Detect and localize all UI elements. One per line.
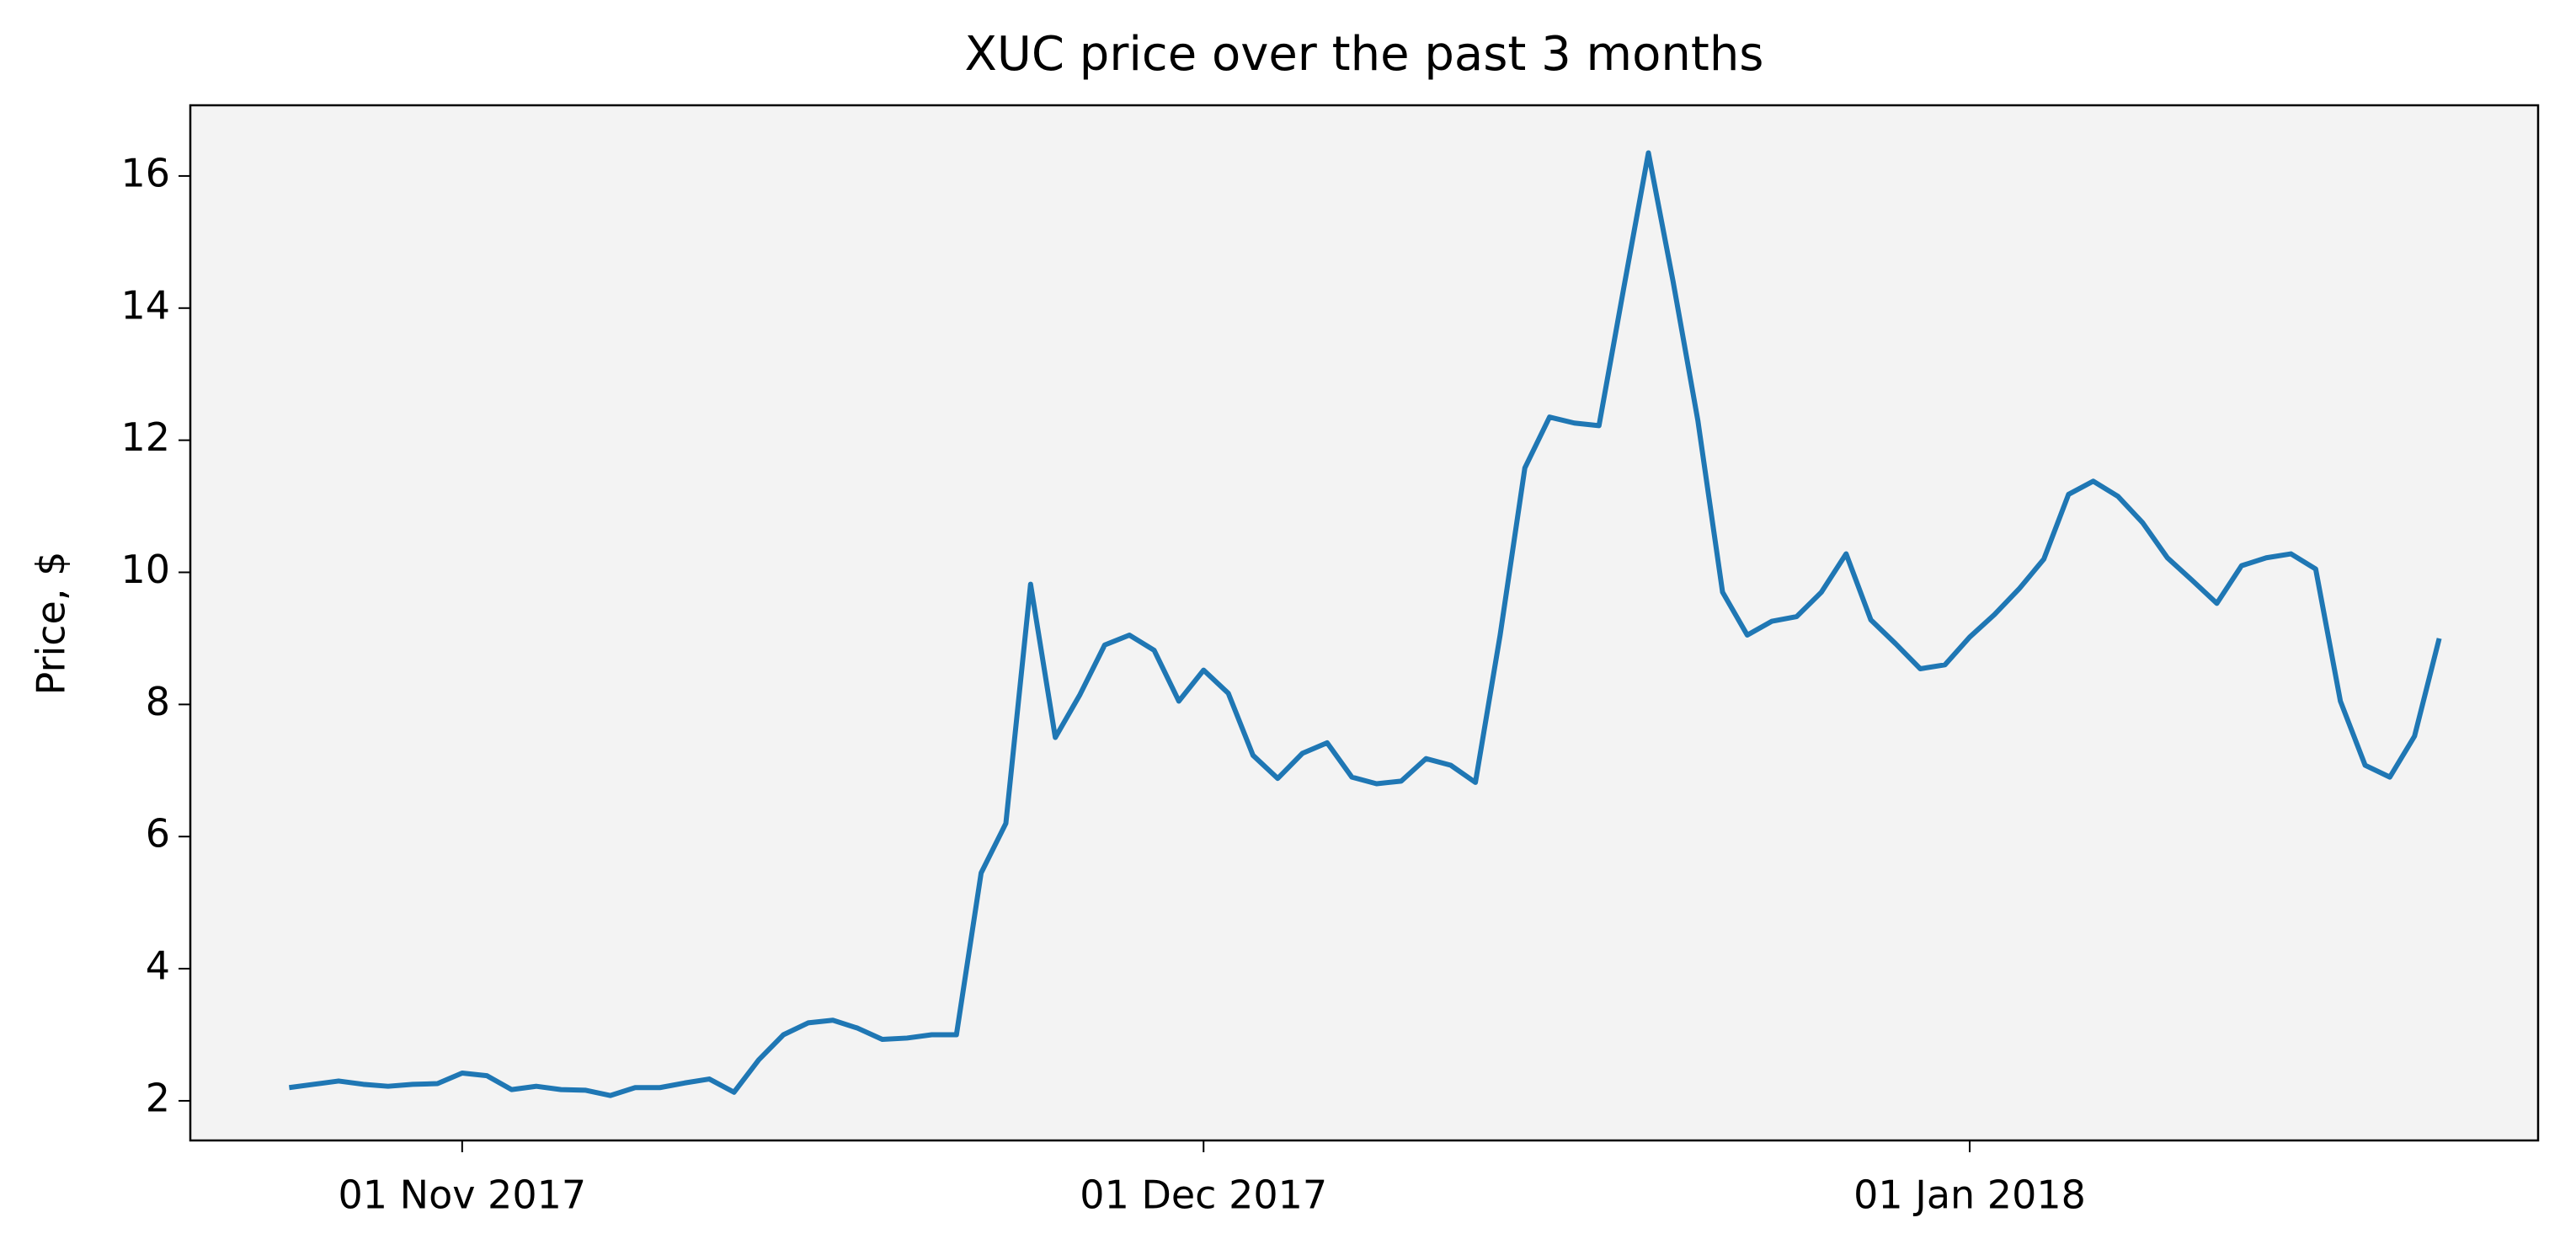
y-tick-label: 2 [146,1075,170,1120]
plot-area [190,105,2538,1140]
x-tick-label: 01 Dec 2017 [1080,1172,1327,1218]
x-tick-label: 01 Nov 2017 [339,1172,587,1218]
plot-frame [189,104,2540,1142]
x-tick-label: 01 Jan 2018 [1853,1172,2086,1218]
y-axis-label: Price, $ [29,552,74,696]
y-tick-label: 6 [146,811,170,857]
y-tick-label: 10 [120,547,170,592]
price-line [288,150,2442,1098]
y-tick-label: 4 [146,943,170,989]
chart-title: XUC price over the past 3 months [965,27,1764,82]
y-tick-label: 14 [120,282,170,328]
y-tick-label: 16 [120,150,170,195]
y-tick-label: 8 [146,679,170,724]
y-tick-label: 12 [120,414,170,460]
